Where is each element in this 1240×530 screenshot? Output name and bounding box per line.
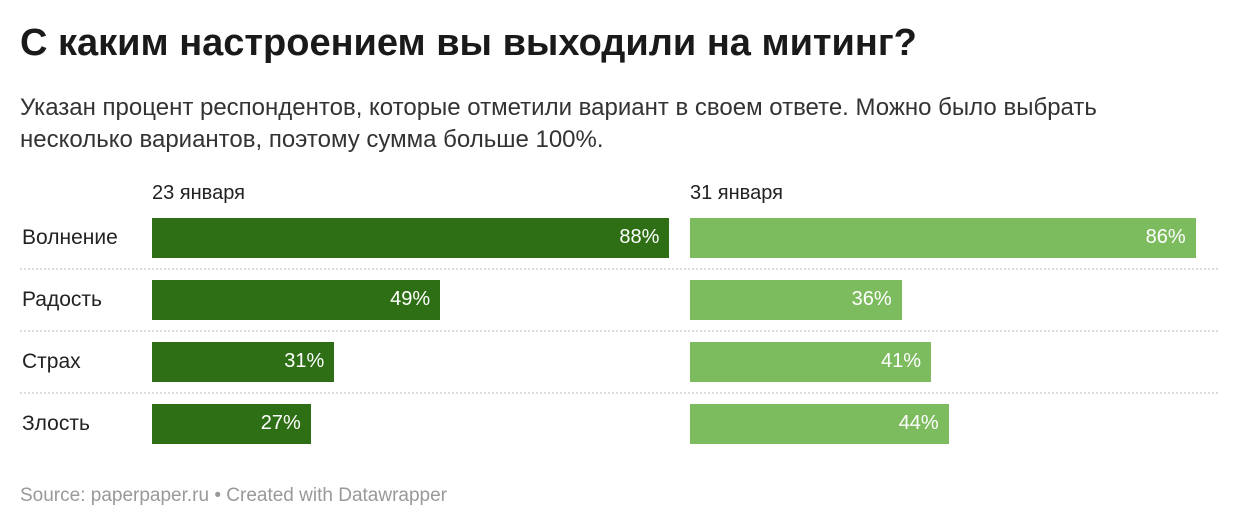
data-label: 49% xyxy=(390,288,431,310)
category-label: Радость xyxy=(22,288,102,311)
data-label: 36% xyxy=(851,288,892,310)
chart-row: Радость 49% 36% xyxy=(0,280,1220,320)
category-label: Волнение xyxy=(22,226,118,249)
bar: 88% xyxy=(152,218,670,258)
chart-row: Злость 27% 44% xyxy=(0,404,1220,444)
chart-subtitle: Указан процент респондентов, которые отм… xyxy=(20,94,1097,153)
category-label: Злость xyxy=(22,412,90,435)
bar: 86% xyxy=(690,218,1196,258)
row-divider xyxy=(20,392,1218,394)
series-header-1: 31 января xyxy=(690,182,783,204)
row-divider xyxy=(20,268,1218,270)
bar: 27% xyxy=(152,404,311,444)
chart-row: Страх 31% 41% xyxy=(0,342,1220,382)
data-label: 41% xyxy=(881,350,922,372)
data-label: 44% xyxy=(898,412,939,434)
source-note: Source: paperpaper.ru • Created with Dat… xyxy=(20,485,447,506)
data-label: 86% xyxy=(1145,226,1186,248)
bar: 49% xyxy=(152,280,441,320)
data-label: 31% xyxy=(284,350,325,372)
bar: 36% xyxy=(690,280,902,320)
row-divider xyxy=(20,330,1218,332)
bar: 31% xyxy=(152,342,335,382)
data-label: 27% xyxy=(260,412,301,434)
bar: 44% xyxy=(690,404,949,444)
series-header-0: 23 января xyxy=(152,182,245,204)
chart-title: С каким настроением вы выходили на митин… xyxy=(20,22,917,64)
bar: 41% xyxy=(690,342,932,382)
chart-row: Волнение 88% 86% xyxy=(0,218,1220,258)
category-label: Страх xyxy=(22,350,81,373)
data-label: 88% xyxy=(619,226,660,248)
